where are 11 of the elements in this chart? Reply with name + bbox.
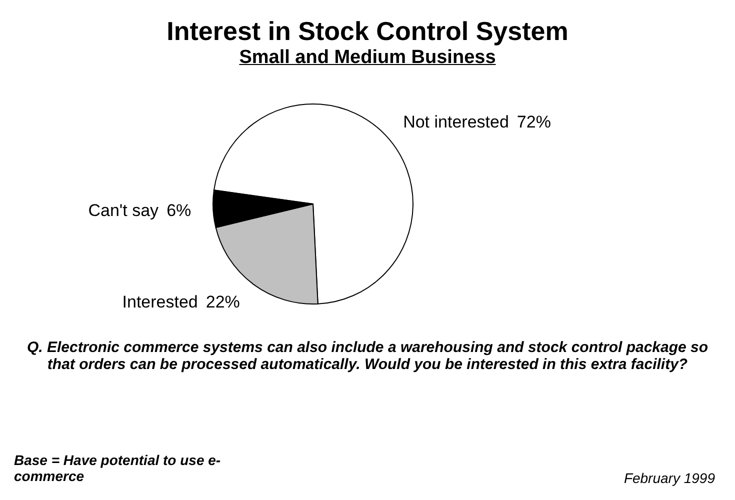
- chart-subtitle: Small and Medium Business: [238, 47, 497, 69]
- data-label: 22%: [206, 292, 240, 312]
- data-label: 72%: [516, 112, 551, 132]
- text: Q. Electronic commerce systems can also include a warehousing and stock control package so that orders can be processed automatically. Would you be interested in this extra facility?: [26, 339, 710, 373]
- slice-label: Can't say: [88, 200, 160, 220]
- slice-label: Interested: [122, 292, 198, 312]
- data-label: 6%: [166, 200, 192, 220]
- text: Base = Have potential to use e-commerce: [14, 452, 222, 484]
- text: February 1999: [624, 470, 715, 486]
- slice-label: Not interested: [403, 112, 509, 132]
- chart-title: Interest in Stock Control System: [166, 15, 570, 47]
